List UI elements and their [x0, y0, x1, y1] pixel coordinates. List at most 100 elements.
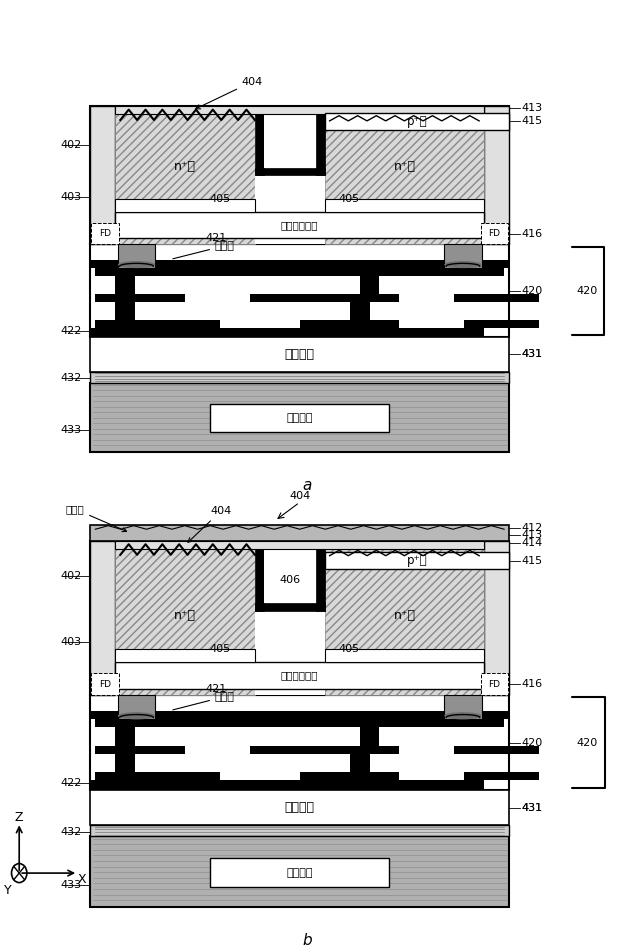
Bar: [360, 727, 380, 746]
Text: 405: 405: [339, 643, 360, 654]
Text: n⁺層: n⁺層: [174, 609, 196, 623]
Bar: [95, 772, 220, 780]
Text: Y: Y: [4, 884, 12, 897]
Text: n⁺層: n⁺層: [174, 160, 196, 173]
Text: b: b: [302, 934, 312, 948]
Text: 431: 431: [522, 803, 543, 812]
Text: 431: 431: [522, 349, 543, 360]
Bar: [90, 260, 509, 269]
Text: 酸化膜: 酸化膜: [65, 504, 127, 531]
Bar: [90, 327, 484, 337]
Ellipse shape: [118, 261, 155, 269]
Text: 413: 413: [522, 530, 543, 540]
Text: 420: 420: [522, 286, 543, 296]
Bar: [90, 382, 509, 452]
Text: FD: FD: [99, 679, 111, 689]
Bar: [90, 106, 115, 245]
Text: 支持基板: 支持基板: [287, 413, 313, 423]
Bar: [90, 541, 509, 695]
Text: 422: 422: [61, 326, 82, 336]
Bar: [90, 826, 509, 836]
Bar: [115, 212, 484, 238]
Bar: [95, 320, 220, 327]
Bar: [264, 541, 316, 604]
Bar: [481, 223, 508, 245]
Bar: [250, 746, 399, 754]
Bar: [324, 110, 484, 245]
Text: 431: 431: [522, 803, 543, 812]
Text: 絶縁層: 絶縁層: [173, 692, 235, 710]
Text: n⁺層: n⁺層: [394, 609, 415, 623]
Text: 433: 433: [61, 425, 82, 435]
Bar: [90, 712, 509, 719]
Text: 432: 432: [61, 373, 82, 383]
Bar: [349, 754, 369, 772]
Text: 405: 405: [339, 194, 360, 204]
Text: 404: 404: [196, 77, 263, 109]
Bar: [255, 541, 264, 611]
Text: 433: 433: [61, 880, 82, 890]
Text: 平坦化層: 平坦化層: [285, 348, 315, 361]
Text: ホール蓄積部: ホール蓄積部: [281, 220, 319, 230]
Bar: [118, 695, 155, 719]
Bar: [115, 727, 135, 746]
Bar: [484, 106, 509, 245]
Text: FD: FD: [488, 679, 500, 689]
Text: n⁺層: n⁺層: [394, 160, 415, 173]
Bar: [484, 541, 509, 695]
Text: 402: 402: [61, 571, 82, 581]
Bar: [324, 649, 484, 662]
Text: 405: 405: [209, 643, 230, 654]
Bar: [90, 106, 509, 245]
Bar: [115, 541, 484, 549]
Text: 403: 403: [61, 637, 82, 647]
Bar: [481, 673, 508, 695]
Bar: [115, 649, 255, 662]
Text: 421: 421: [205, 233, 227, 243]
Text: X: X: [77, 873, 86, 886]
Bar: [255, 106, 264, 176]
Ellipse shape: [444, 712, 482, 719]
Bar: [349, 302, 369, 320]
Bar: [255, 106, 324, 245]
Bar: [115, 106, 484, 114]
Text: 404: 404: [289, 491, 310, 501]
Bar: [115, 545, 255, 695]
Text: 412: 412: [522, 523, 543, 533]
Text: 405: 405: [209, 194, 230, 204]
Text: a: a: [303, 477, 312, 493]
Text: 420: 420: [577, 286, 598, 296]
Text: 422: 422: [61, 778, 82, 789]
Bar: [92, 223, 119, 245]
Text: FD: FD: [488, 229, 500, 238]
Bar: [90, 541, 115, 695]
Text: 431: 431: [522, 349, 543, 360]
Text: 421: 421: [205, 683, 227, 694]
Bar: [454, 294, 539, 302]
Text: 413: 413: [522, 103, 543, 113]
Text: 420: 420: [522, 737, 543, 748]
Bar: [90, 245, 509, 337]
Bar: [92, 673, 119, 695]
Bar: [115, 302, 135, 320]
Bar: [300, 320, 399, 327]
Bar: [95, 294, 185, 302]
Bar: [90, 790, 509, 826]
Bar: [444, 244, 482, 269]
Bar: [118, 244, 155, 269]
Bar: [90, 525, 509, 541]
Text: FD: FD: [99, 229, 111, 238]
Bar: [115, 662, 484, 689]
Bar: [255, 168, 324, 176]
Bar: [115, 199, 255, 212]
Bar: [90, 372, 509, 382]
Bar: [90, 337, 509, 372]
Bar: [90, 836, 509, 907]
Text: ホール蓄積部: ホール蓄積部: [281, 670, 319, 680]
Bar: [95, 269, 504, 276]
Bar: [90, 780, 484, 790]
Bar: [324, 199, 484, 212]
Text: 403: 403: [61, 192, 82, 202]
Text: 平坦化層: 平坦化層: [285, 801, 315, 814]
Bar: [324, 545, 484, 695]
